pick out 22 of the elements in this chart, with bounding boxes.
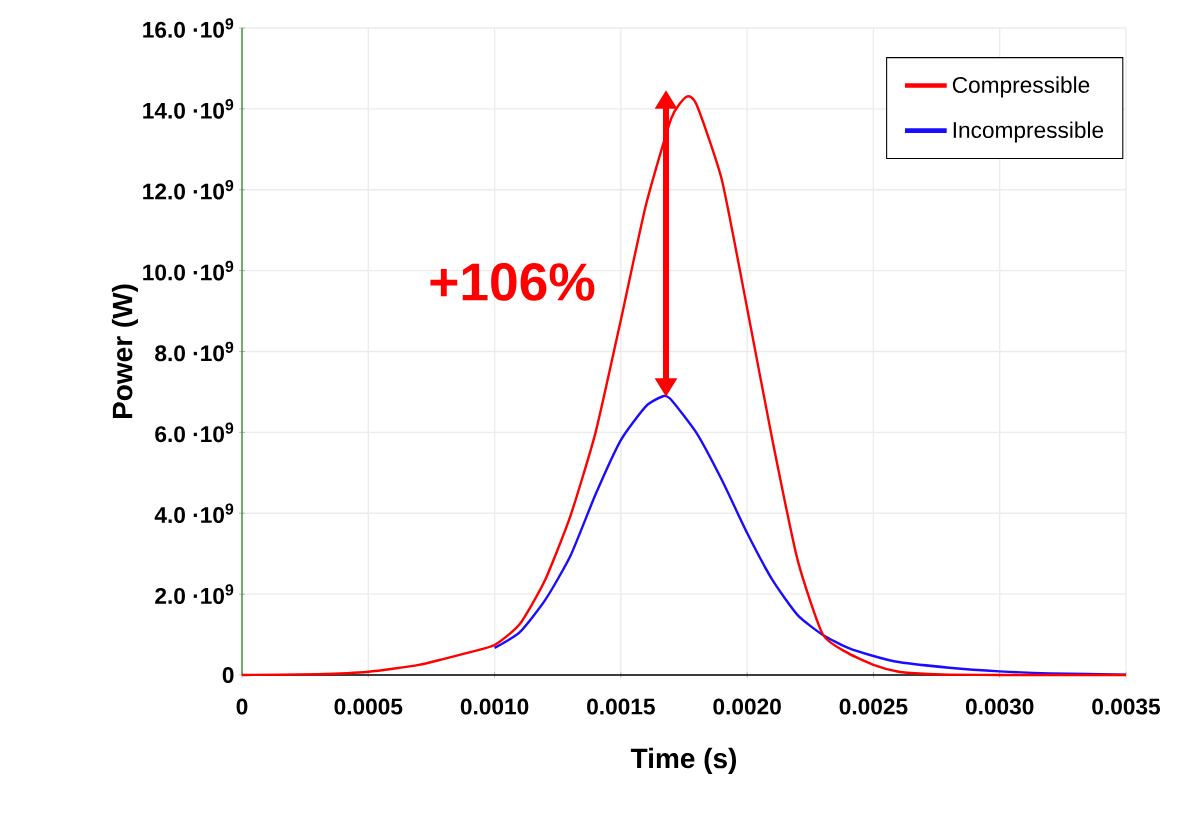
y-tick-label: 10.0 ·10$^{9}$	[143, 260, 234, 281]
y-tick-label: 2.0 ·10$^{9}$	[155, 584, 234, 604]
legend-label: Incompressible	[953, 121, 1104, 143]
y-tick-label: 12.0 ·10$^{9}$	[143, 179, 234, 200]
y-tick-label: 4.0 ·10$^{9}$	[154, 503, 234, 524]
x-tick-label: 0.0020	[713, 698, 781, 715]
x-tick-label: 0.0035	[1092, 698, 1161, 715]
x-axis-title: Time (s)	[630, 747, 736, 774]
y-tick-label: 16.0 ·10$^{9}$	[143, 18, 234, 38]
x-tick-label: 0.0015	[587, 698, 655, 715]
legend-label: Compressible	[952, 76, 1090, 98]
y-tick-label: 8.0 ·10$^{9}$	[155, 341, 234, 362]
x-tick-label: 0.0005	[334, 698, 403, 715]
y-tick-label: 6.0 ·10$^{9}$	[155, 422, 234, 443]
annotation: +106%	[430, 263, 595, 301]
y-tick-label: 0	[222, 666, 234, 684]
x-tick-label: 0.0010	[460, 698, 529, 715]
x-tick-label: 0	[236, 698, 248, 715]
x-tick-label: 0.0030	[965, 698, 1034, 715]
y-axis-title: Power (W)	[111, 284, 138, 419]
y-tick-label: 14.0 ·10$^{9}$	[143, 99, 234, 119]
x-tick-label: 0.0025	[839, 698, 908, 715]
